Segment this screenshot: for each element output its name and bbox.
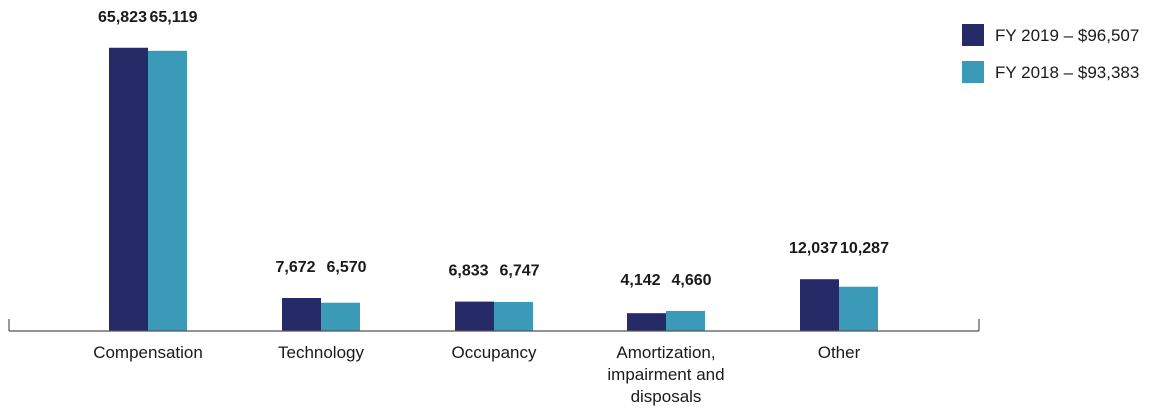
bar-fy2019-4 — [800, 279, 839, 331]
bar-fy2019-0 — [109, 47, 148, 332]
value-labels-group: 65,823 65,119 7,672 6,570 6,833 6,747 4,142 4,6… — [98, 9, 889, 289]
legend-swatch-fy2018 — [962, 61, 984, 83]
bar-fy2018-3 — [666, 310, 705, 331]
value-label-fy2018-1: 6,570 — [326, 259, 366, 276]
legend-label-fy2018: FY 2018 – $93,383 — [995, 63, 1139, 82]
value-label-fy2018-0: 65,119 — [149, 9, 197, 26]
bar-fy2018-1 — [321, 302, 360, 331]
category-label-3-line-0: Amortization, — [616, 343, 715, 362]
bar-fy2018-0 — [148, 50, 187, 332]
bars-group — [109, 47, 878, 332]
legend-swatch-fy2019 — [962, 24, 984, 46]
bar-fy2019-3 — [627, 313, 666, 331]
category-label-1: Technology — [278, 343, 365, 362]
category-label-4: Other — [818, 343, 861, 362]
bar-fy2019-1 — [282, 297, 321, 331]
value-label-fy2019-3: 4,142 — [620, 272, 660, 289]
bar-fy2018-2 — [494, 301, 533, 331]
value-label-fy2019-0: 65,823 — [98, 9, 147, 26]
value-label-fy2018-2: 6,747 — [499, 263, 539, 280]
category-label-3-line-2: disposals — [631, 387, 702, 406]
category-labels-group: Compensation Technology Occupancy Amortizat… — [93, 343, 860, 406]
legend-label-fy2019: FY 2019 – $96,507 — [995, 26, 1139, 45]
value-label-fy2019-2: 6,833 — [448, 263, 488, 280]
bar-fy2019-2 — [455, 301, 494, 331]
category-label-2: Occupancy — [451, 343, 537, 362]
category-label-3-line-1: impairment and — [607, 365, 724, 384]
x-axis — [8, 319, 980, 332]
value-label-fy2018-4: 10,287 — [840, 240, 889, 257]
legend: FY 2019 – $96,507 FY 2018 – $93,383 — [962, 24, 1139, 83]
value-label-fy2019-4: 12,037 — [789, 240, 838, 257]
category-label-0: Compensation — [93, 343, 203, 362]
bar-fy2018-4 — [839, 286, 878, 331]
value-label-fy2019-1: 7,672 — [275, 259, 315, 276]
value-label-fy2018-3: 4,660 — [671, 272, 711, 289]
